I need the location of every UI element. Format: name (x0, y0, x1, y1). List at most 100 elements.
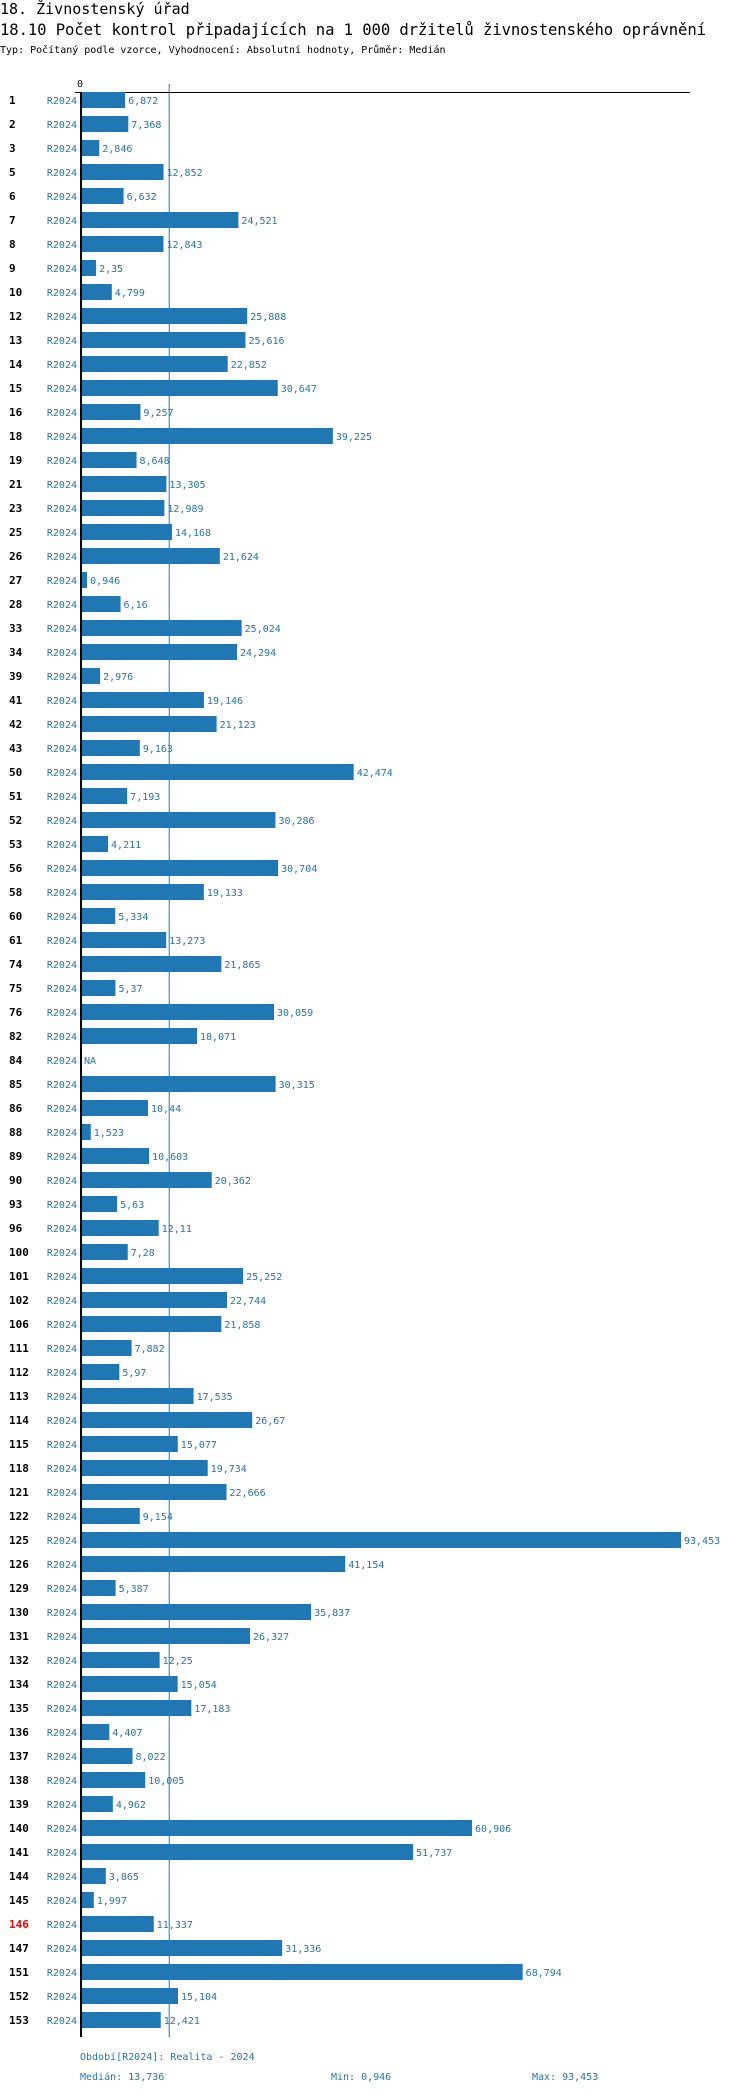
category-label: 134 (9, 1678, 29, 1691)
value-label: NA (84, 1056, 96, 1067)
period-label: R2024 (47, 504, 77, 515)
period-label: R2024 (47, 528, 77, 539)
category-label: 27 (9, 574, 22, 587)
period-label: R2024 (47, 744, 77, 755)
period-label: R2024 (47, 408, 77, 419)
bar (81, 284, 112, 300)
bar (81, 1700, 192, 1716)
category-label: 114 (9, 1414, 29, 1427)
category-label: 19 (9, 454, 22, 467)
value-label: 10,603 (152, 1152, 188, 1163)
period-label: R2024 (47, 2016, 77, 2027)
value-label: 4,211 (111, 840, 141, 851)
bar (81, 980, 116, 996)
bar (81, 1868, 106, 1884)
value-label: 14,168 (175, 528, 211, 539)
bar (81, 116, 129, 132)
bar (81, 908, 116, 924)
period-label: R2024 (47, 792, 77, 803)
bar (81, 1268, 244, 1284)
bar (81, 1796, 113, 1812)
bar (81, 788, 128, 804)
value-label: 25,024 (245, 624, 281, 635)
category-label: 82 (9, 1030, 22, 1043)
value-label: 24,521 (241, 216, 277, 227)
period-label: R2024 (47, 720, 77, 731)
period-label: R2024 (47, 264, 77, 275)
period-label: R2024 (47, 1560, 77, 1571)
bar (81, 236, 164, 252)
category-label: 56 (9, 862, 23, 875)
bar (81, 1124, 91, 1140)
period-label: R2024 (47, 1728, 77, 1739)
category-label: 89 (9, 1150, 22, 1163)
x-tick-label: 0 (77, 79, 83, 90)
value-label: 6,872 (128, 96, 158, 107)
category-label: 85 (9, 1078, 22, 1091)
category-label: 7 (9, 214, 16, 227)
category-label: 100 (9, 1246, 29, 1259)
period-label: R2024 (47, 864, 77, 875)
period-label: R2024 (47, 1440, 77, 1451)
bar (81, 596, 121, 612)
category-label: 8 (9, 238, 16, 251)
category-label: 125 (9, 1534, 29, 1547)
bar (81, 836, 109, 852)
section-title: 18. Živnostenský úřad (0, 0, 190, 18)
bar (81, 740, 140, 756)
value-label: 5,387 (119, 1584, 149, 1595)
bar (81, 1940, 283, 1956)
value-label: 17,535 (197, 1392, 233, 1403)
category-label: 43 (9, 742, 22, 755)
value-label: 2,35 (99, 264, 123, 275)
value-label: 12,11 (162, 1224, 192, 1235)
period-label: R2024 (47, 1536, 77, 1547)
value-label: 22,666 (230, 1488, 266, 1499)
value-label: 25,252 (246, 1272, 282, 1283)
period-label: R2024 (47, 984, 77, 995)
period-label: R2024 (47, 624, 77, 635)
value-label: 30,059 (277, 1008, 313, 1019)
period-label: R2024 (47, 1824, 77, 1835)
category-label: 140 (9, 1822, 29, 1835)
category-label: 33 (9, 622, 22, 635)
bar (81, 1820, 473, 1836)
value-label: 5,334 (118, 912, 148, 923)
chart-title: 18.10 Počet kontrol připadajících na 1 0… (0, 21, 706, 39)
value-label: 68,794 (526, 1968, 562, 1979)
value-label: 4,962 (116, 1800, 146, 1811)
value-label: 7,193 (130, 792, 160, 803)
max-stat: Max: 93,453 (532, 2072, 599, 2083)
period-label: R2024 (47, 192, 77, 203)
period-label: R2024 (47, 1680, 77, 1691)
value-label: 35,837 (314, 1608, 350, 1619)
bar (81, 716, 217, 732)
category-label: 146 (9, 1918, 29, 1931)
bar (81, 1964, 523, 1980)
period-label: R2024 (47, 1248, 77, 1259)
value-label: 3,865 (109, 1872, 139, 1883)
value-label: 15,077 (181, 1440, 217, 1451)
category-label: 90 (9, 1174, 22, 1187)
value-label: 10,005 (148, 1776, 184, 1787)
period-label: R2024 (47, 552, 77, 563)
period-label: R2024 (47, 1656, 77, 1667)
bar (81, 1196, 118, 1212)
bar (81, 1004, 274, 1020)
period-label: R2024 (47, 1272, 77, 1283)
period-label: R2024 (47, 1800, 77, 1811)
category-label: 144 (9, 1870, 29, 1883)
period-label: R2024 (47, 1416, 77, 1427)
value-label: 42,474 (357, 768, 393, 779)
bar (81, 620, 242, 636)
bar (81, 1172, 212, 1188)
period-label: R2024 (47, 1944, 77, 1955)
bar (81, 1028, 198, 1044)
period-label: R2024 (47, 648, 77, 659)
value-label: 6,16 (124, 600, 148, 611)
category-label: 21 (9, 478, 23, 491)
bar (81, 1676, 178, 1692)
value-label: 26,327 (253, 1632, 289, 1643)
category-label: 51 (9, 790, 23, 803)
